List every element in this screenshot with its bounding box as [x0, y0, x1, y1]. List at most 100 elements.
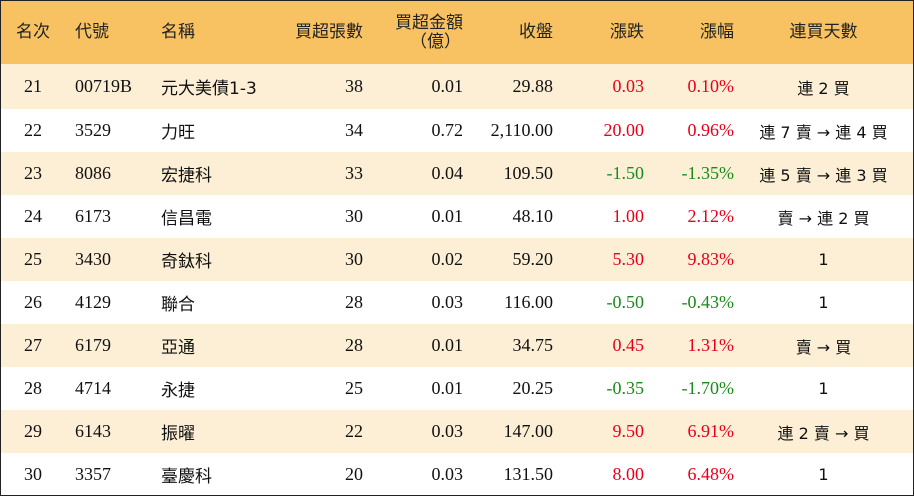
net-buy-amount-cell: 0.02	[431, 249, 464, 269]
rank-cell: 22	[24, 120, 42, 140]
close-price-cell: 109.50	[503, 163, 554, 183]
price-change-cell: 9.50	[612, 421, 645, 441]
header-rank: 名次	[16, 22, 50, 42]
net-buy-lots-cell: 33	[345, 163, 363, 183]
change-pct-cell: -1.70%	[681, 378, 735, 398]
change-pct-cell: 0.10%	[687, 76, 735, 96]
stock-code-cell: 3357	[75, 463, 111, 484]
header-row: 名次 代號 名稱 買超張數 買超金額 （億） 收盤 漲跌 漲幅 連買天數	[1, 1, 913, 64]
rank-cell: 28	[24, 378, 42, 398]
change-pct-cell: -0.43%	[681, 292, 735, 312]
change-pct-cell: 2.12%	[687, 206, 735, 226]
price-change-cell: 0.03	[612, 76, 645, 96]
header-net-buy-amount: 買超金額 （億）	[363, 1, 463, 64]
stock-code-cell: 3529	[75, 120, 111, 140]
buy-streak-cell: 1	[818, 379, 829, 398]
buy-streak-cell: 1	[818, 250, 829, 269]
stock-name-cell: 永捷	[161, 381, 195, 401]
header-change: 漲跌	[610, 22, 644, 42]
price-change-cell: 0.45	[612, 335, 645, 355]
price-change-cell: -0.50	[606, 292, 645, 312]
stock-name-cell: 宏捷科	[161, 166, 212, 186]
change-pct-cell: 6.91%	[687, 421, 735, 441]
rank-cell: 23	[24, 163, 42, 183]
stock-name-cell: 信昌電	[161, 209, 212, 229]
table-row: 29 6143 振曜 22 0.03 147.00 9.50 6.91% 連 2 賣 → 買	[1, 410, 913, 453]
net-buy-lots-cell: 38	[345, 76, 363, 96]
header-change-pct: 漲幅	[700, 22, 734, 42]
rank-cell: 26	[24, 292, 42, 312]
change-pct-cell: 0.96%	[687, 120, 735, 140]
change-pct-cell: 6.48%	[687, 463, 735, 484]
rank-cell: 27	[24, 335, 42, 355]
header-streak: 連買天數	[789, 22, 858, 42]
net-buy-lots-cell: 28	[345, 292, 363, 312]
rank-cell: 29	[24, 421, 42, 441]
net-buy-amount-cell: 0.03	[431, 292, 464, 312]
close-price-cell: 59.20	[512, 249, 554, 269]
header-net-buy-amount-line1: 買超金額	[395, 12, 463, 33]
net-buy-lots-cell: 25	[345, 378, 363, 398]
buy-streak-cell: 連 2 賣 → 買	[777, 423, 870, 443]
buy-streak-cell: 1	[818, 293, 829, 312]
close-price-cell: 2,110.00	[490, 120, 553, 140]
change-pct-cell: -1.35%	[681, 163, 735, 183]
net-buy-amount-cell: 0.01	[431, 76, 464, 96]
price-change-cell: 5.30	[612, 249, 645, 269]
rank-cell: 24	[24, 206, 42, 226]
net-buy-lots-cell: 28	[345, 335, 363, 355]
stock-code-cell: 4129	[75, 292, 111, 312]
buy-streak-cell: 1	[818, 464, 829, 484]
net-buy-lots-cell: 30	[345, 206, 363, 226]
stock-code-cell: 8086	[75, 163, 111, 183]
change-pct-cell: 9.83%	[687, 249, 735, 269]
close-price-cell: 48.10	[512, 206, 554, 226]
close-price-cell: 147.00	[503, 421, 554, 441]
net-buy-amount-cell: 0.01	[431, 335, 464, 355]
price-change-cell: 20.00	[603, 120, 645, 140]
close-price-cell: 116.00	[504, 292, 553, 312]
net-buy-lots-cell: 22	[345, 421, 363, 441]
net-buy-amount-cell: 0.01	[431, 206, 464, 226]
rank-cell: 25	[24, 249, 42, 269]
stock-name-cell: 臺慶科	[161, 466, 212, 487]
stock-code-cell: 4714	[75, 378, 111, 398]
price-change-cell: -0.35	[606, 378, 645, 398]
stock-code-cell: 00719B	[75, 76, 133, 96]
price-change-cell: 1.00	[612, 206, 645, 226]
header-close: 收盤	[519, 22, 553, 42]
rank-cell: 21	[24, 76, 42, 96]
header-name: 名稱	[161, 22, 195, 42]
net-buy-amount-cell: 0.72	[431, 120, 464, 140]
buy-streak-cell: 連 2 買	[797, 78, 850, 98]
table-body: 21 00719B 元大美債1-3 38 0.01 29.88 0.03 0.10% 連 2 買…	[1, 64, 913, 495]
header-code: 代號	[75, 22, 109, 42]
table-row: 28 4714 永捷 25 0.01 20.25 -0.35 -1.70% 1	[1, 367, 913, 410]
table-row: 23 8086 宏捷科 33 0.04 109.50 -1.50 -1.35% 連 5 賣 → …	[1, 152, 913, 195]
table-row: 26 4129 聯合 28 0.03 116.00 -0.50 -0.43% 1	[1, 281, 913, 324]
close-price-cell: 34.75	[512, 335, 554, 355]
buy-streak-cell: 賣 → 連 2 買	[777, 208, 870, 228]
stock-name-cell: 元大美債1-3	[161, 79, 257, 99]
table-row: 25 3430 奇鈦科 30 0.02 59.20 5.30 9.83% 1	[1, 238, 913, 281]
table-row: 27 6179 亞通 28 0.01 34.75 0.45 1.31% 賣 → 買	[1, 324, 913, 367]
buy-streak-cell: 連 7 賣 → 連 4 買	[759, 122, 888, 142]
rank-cell: 30	[24, 463, 42, 484]
buy-streak-cell: 賣 → 買	[795, 337, 852, 357]
stock-name-cell: 亞通	[161, 338, 195, 358]
net-buy-lots-cell: 30	[345, 249, 363, 269]
header-net-buy-lots: 買超張數	[295, 22, 363, 42]
stock-name-cell: 奇鈦科	[161, 252, 212, 272]
buy-streak-cell: 連 5 賣 → 連 3 買	[759, 165, 888, 185]
table-row: 24 6173 信昌電 30 0.01 48.10 1.00 2.12% 賣 → 連 2 買	[1, 195, 913, 238]
close-price-cell: 29.88	[512, 76, 554, 96]
net-buy-lots-cell: 20	[345, 463, 363, 484]
stock-code-cell: 6179	[75, 335, 111, 355]
stock-code-cell: 3430	[75, 249, 111, 269]
net-buy-lots-cell: 34	[345, 120, 363, 140]
table-row: 21 00719B 元大美債1-3 38 0.01 29.88 0.03 0.10% 連 2 買	[1, 64, 913, 109]
close-price-cell: 20.25	[512, 378, 554, 398]
stock-name-cell: 力旺	[161, 123, 195, 143]
